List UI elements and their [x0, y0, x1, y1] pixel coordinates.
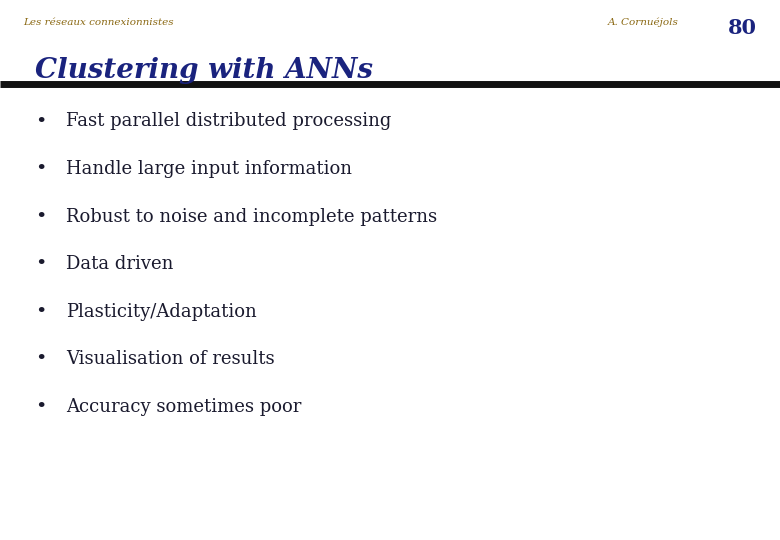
Text: Visualisation of results: Visualisation of results [66, 350, 275, 368]
Text: •: • [35, 255, 47, 273]
Text: Plasticity/Adaptation: Plasticity/Adaptation [66, 302, 257, 321]
Text: Robust to noise and incomplete patterns: Robust to noise and incomplete patterns [66, 207, 438, 226]
Text: •: • [35, 160, 47, 178]
Text: •: • [35, 397, 47, 416]
Text: •: • [35, 350, 47, 368]
Text: Data driven: Data driven [66, 255, 174, 273]
Text: Les réseaux connexionnistes: Les réseaux connexionnistes [23, 18, 174, 27]
Text: Handle large input information: Handle large input information [66, 160, 353, 178]
Text: •: • [35, 112, 47, 131]
Text: •: • [35, 302, 47, 321]
Text: A. Cornuéjols: A. Cornuéjols [608, 18, 679, 28]
Text: Fast parallel distributed processing: Fast parallel distributed processing [66, 112, 392, 131]
Text: Accuracy sometimes poor: Accuracy sometimes poor [66, 397, 302, 416]
Text: 80: 80 [728, 18, 757, 38]
Text: Clustering with ANNs: Clustering with ANNs [35, 57, 373, 84]
Text: •: • [35, 207, 47, 226]
